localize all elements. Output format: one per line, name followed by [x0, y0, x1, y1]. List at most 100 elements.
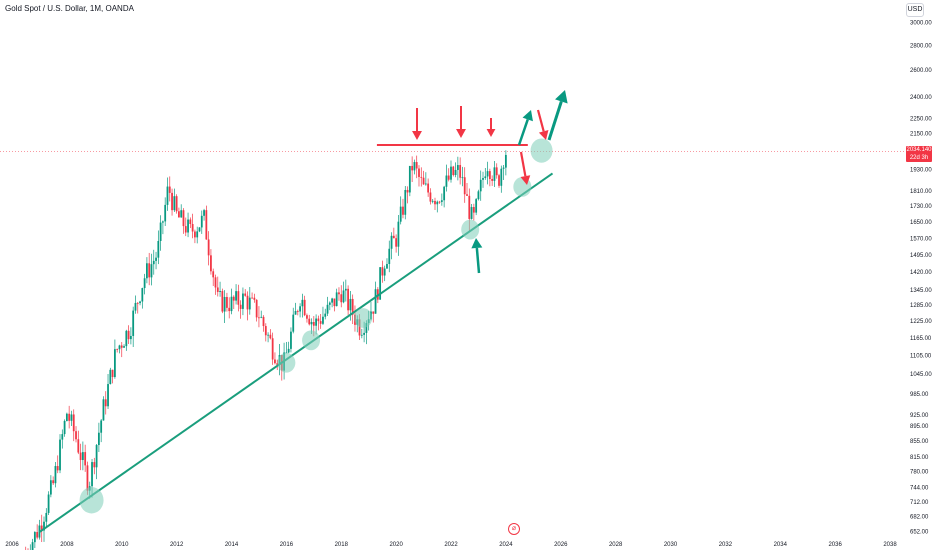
candle-body: [427, 183, 430, 193]
price-axis[interactable]: 3000.00 2800.00 2600.00 2400.00 2250.00 2150.…: [910, 21, 932, 536]
candle: [402, 198, 404, 219]
candle-body: [466, 194, 468, 196]
candle: [210, 249, 212, 275]
tradingview-logo-icon[interactable]: ⌀: [508, 523, 520, 535]
time-axis[interactable]: 2006 2008 2010 2012 2014 2016 2018 2020 2022 2024…: [5, 542, 897, 548]
candle-body: [495, 167, 498, 176]
candle: [484, 167, 487, 180]
candle-body: [454, 169, 457, 176]
candle: [244, 289, 247, 297]
candle: [65, 412, 68, 422]
candle-body: [150, 264, 153, 278]
candle: [495, 163, 498, 179]
price-tick-label: 1420.00: [910, 270, 932, 276]
candle: [72, 409, 75, 442]
candle-body: [184, 226, 187, 233]
candle: [306, 313, 308, 323]
candle-body: [326, 304, 329, 314]
candle: [424, 172, 427, 186]
candle: [162, 220, 164, 235]
candle: [237, 284, 240, 312]
candle: [31, 538, 34, 550]
price-tick-label: 1930.00: [910, 168, 932, 174]
candle-body: [36, 532, 39, 538]
candle-body: [331, 298, 334, 303]
candle: [308, 314, 311, 326]
candle-body: [333, 298, 336, 307]
candle: [294, 302, 297, 315]
candle: [502, 164, 505, 180]
candle: [459, 157, 462, 185]
candle: [472, 203, 475, 221]
candle-body: [84, 452, 87, 466]
candle: [100, 419, 103, 443]
candle-body: [306, 315, 308, 319]
candle: [322, 306, 324, 326]
candle: [504, 150, 507, 176]
candle: [372, 311, 375, 323]
candle: [81, 441, 84, 471]
price-tick-label: 2400.00: [910, 95, 932, 101]
time-tick-label: 2038: [883, 542, 897, 548]
candle-body: [342, 290, 345, 303]
candle: [475, 197, 478, 216]
candle-body: [438, 201, 441, 203]
candle-body: [491, 178, 494, 181]
annotations: [0, 90, 906, 533]
candle: [84, 444, 87, 472]
candle-body: [500, 168, 503, 186]
arrow-head: [520, 175, 531, 185]
candle: [488, 168, 491, 187]
candle: [205, 205, 208, 240]
candle-body: [141, 288, 144, 302]
candle: [264, 323, 267, 342]
candle: [171, 188, 173, 216]
annotation-arrow: [519, 151, 531, 185]
time-tick-label: 2030: [664, 542, 678, 548]
candle-body: [379, 267, 382, 300]
price-tick-label: 1650.00: [910, 220, 932, 226]
price-tick-label: 1345.00: [910, 288, 932, 294]
candle-body: [477, 191, 480, 200]
candle: [221, 288, 224, 314]
candle-body: [486, 171, 489, 177]
price-tick-label: 682.00: [910, 514, 929, 520]
candle: [246, 291, 249, 321]
candle: [214, 274, 217, 295]
candle: [109, 367, 112, 385]
price-tick-label: 2800.00: [910, 44, 932, 50]
candle: [146, 257, 148, 284]
candle: [77, 430, 80, 455]
candle-body: [68, 413, 71, 421]
time-tick-label: 2006: [5, 542, 19, 548]
candle-body: [146, 263, 148, 279]
candle-body: [61, 434, 64, 440]
candle: [178, 207, 180, 218]
candle-body: [408, 165, 411, 193]
candle: [182, 208, 185, 234]
candle-body: [358, 319, 361, 336]
candle-body: [242, 293, 244, 309]
candle: [271, 332, 274, 365]
candle: [397, 214, 400, 256]
arrow-shaft: [475, 247, 481, 274]
candle-body: [347, 288, 350, 311]
annotation-arrow: [456, 106, 466, 138]
candle-body: [111, 369, 114, 378]
candle-body: [70, 414, 73, 421]
candle: [187, 212, 189, 238]
candle-body: [404, 189, 407, 215]
candle-body: [132, 310, 135, 336]
candle-body: [148, 263, 151, 278]
candle: [303, 295, 306, 317]
time-tick-label: 2010: [115, 542, 129, 548]
time-tick-label: 2024: [499, 542, 513, 548]
annotation-arrow: [517, 110, 533, 146]
candle: [113, 339, 116, 379]
candle: [159, 215, 162, 251]
candle-body: [194, 231, 196, 238]
currency-button[interactable]: USD: [906, 3, 924, 17]
candle-body: [315, 318, 317, 326]
candle-body: [102, 399, 105, 421]
